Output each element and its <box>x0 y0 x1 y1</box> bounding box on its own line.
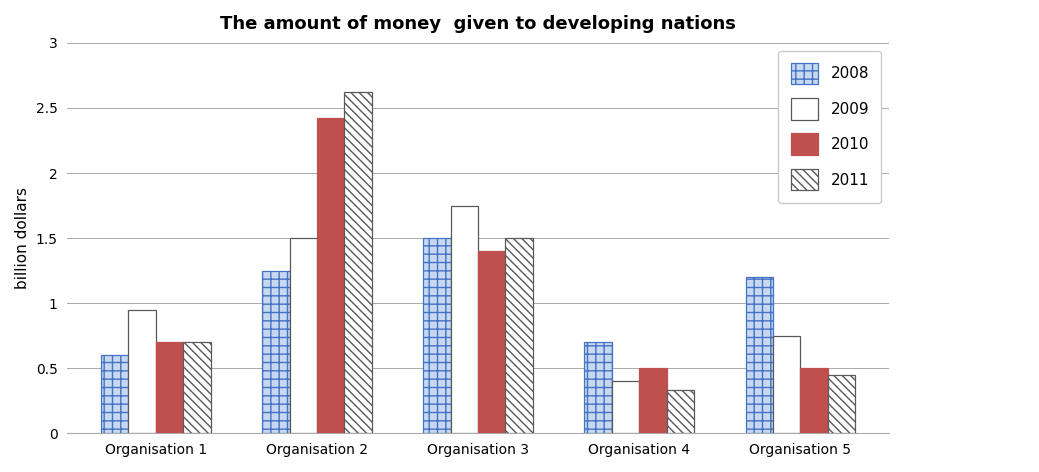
Bar <box>584 342 612 433</box>
Bar <box>800 368 828 433</box>
Bar <box>612 381 639 433</box>
Bar <box>262 270 290 433</box>
Bar <box>423 238 451 433</box>
Bar <box>344 93 372 433</box>
Bar <box>317 118 344 433</box>
Bar <box>773 336 800 433</box>
Bar <box>828 375 855 433</box>
Bar <box>183 342 211 433</box>
Bar <box>478 251 506 433</box>
Legend: 2008, 2009, 2010, 2011: 2008, 2009, 2010, 2011 <box>778 51 881 202</box>
Bar <box>156 342 183 433</box>
Title: The amount of money  given to developing nations: The amount of money given to developing … <box>220 15 736 33</box>
Bar <box>639 368 667 433</box>
Bar <box>290 238 317 433</box>
Bar <box>101 355 129 433</box>
Bar <box>746 277 773 433</box>
Bar <box>451 205 478 433</box>
Bar <box>129 310 156 433</box>
Y-axis label: billion dollars: billion dollars <box>15 187 30 289</box>
Bar <box>667 390 694 433</box>
Bar <box>506 238 533 433</box>
